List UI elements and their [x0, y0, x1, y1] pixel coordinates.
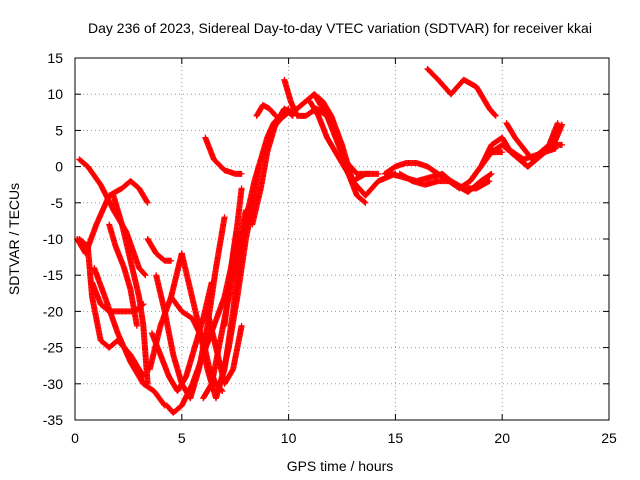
axis-ticks: 0 5 10 15 20 25 -35 -30 -25 -20 -15 -10 -5 0 5 10 15: [43, 50, 617, 446]
y-tick-label: 15: [47, 50, 63, 66]
series-track-7: [106, 221, 140, 329]
x-tick-label: 20: [494, 430, 510, 446]
data-point: [142, 272, 149, 279]
data-point: [144, 380, 151, 387]
y-tick-label: -5: [51, 195, 64, 211]
series-track-22: [253, 102, 279, 119]
y-tick-label: 0: [55, 159, 63, 175]
chart-title: Day 236 of 2023, Sidereal Day-to-day VTE…: [88, 20, 592, 36]
y-tick-label: -35: [43, 412, 63, 428]
y-tick-label: -10: [43, 231, 63, 247]
series-track-24: [281, 76, 373, 177]
series-track-19: [202, 134, 245, 177]
y-tick-label: -15: [43, 267, 63, 283]
data-point: [168, 257, 175, 264]
x-tick-label: 25: [601, 430, 617, 446]
series-track-3: [76, 236, 147, 380]
series-track-30: [424, 65, 499, 119]
y-tick-label: 10: [47, 86, 63, 102]
data-point: [221, 214, 228, 221]
data-points: [74, 65, 566, 416]
data-point: [133, 322, 140, 329]
y-axis-label: SDTVAR / TECUs: [6, 183, 22, 295]
data-point: [161, 401, 167, 408]
x-tick-label: 10: [281, 430, 297, 446]
series-track-8: [144, 236, 175, 264]
x-axis-label: GPS time / hours: [287, 458, 394, 474]
series-track-25: [306, 98, 382, 185]
data-point: [144, 199, 151, 206]
y-tick-label: -30: [43, 376, 63, 392]
y-tick-label: -25: [43, 340, 63, 356]
x-tick-label: 5: [178, 430, 186, 446]
x-tick-label: 15: [388, 430, 404, 446]
y-tick-label: -20: [43, 303, 63, 319]
series-track-20: [238, 105, 292, 257]
series-track-6: [110, 192, 151, 387]
data-point: [141, 271, 148, 278]
grid: [75, 58, 609, 420]
y-tick-label: 5: [55, 122, 63, 138]
x-tick-label: 0: [71, 430, 79, 446]
